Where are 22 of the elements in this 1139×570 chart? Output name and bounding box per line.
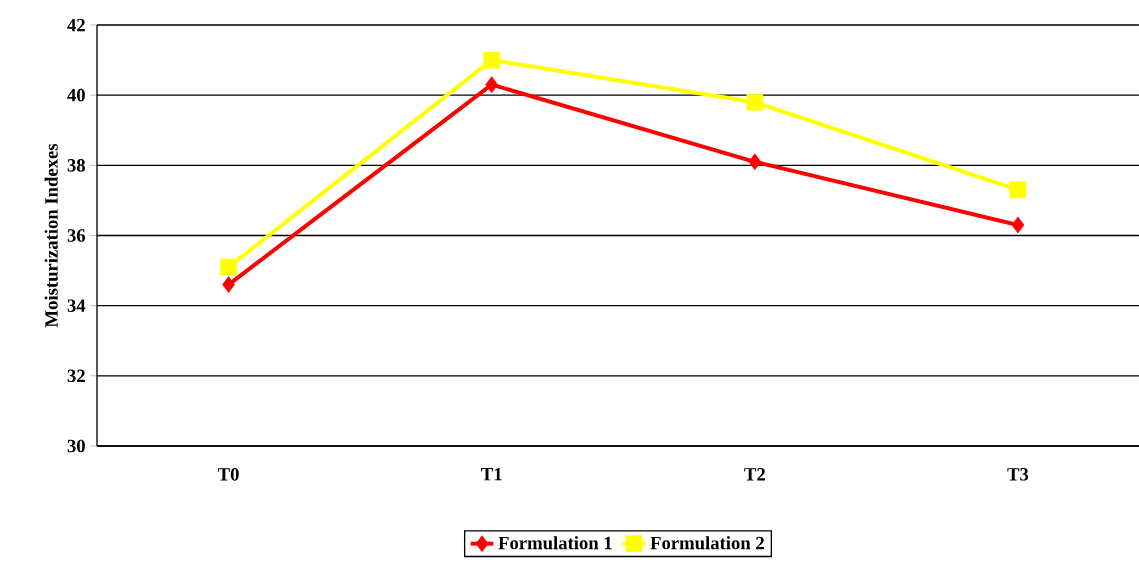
x-tick-label: T0: [217, 468, 239, 481]
y-tick-label: 42: [67, 18, 85, 32]
point: [220, 258, 237, 276]
y-tick-label: 34: [67, 299, 86, 312]
y-axis-title: Moisturization Indexes: [44, 143, 58, 328]
y-tick-label: 30: [67, 439, 85, 453]
y-tick-label: 40: [67, 88, 85, 102]
point: [483, 51, 501, 69]
x-tick-label: T3: [1007, 468, 1029, 481]
legend-label: Formulation 2: [650, 536, 764, 550]
y-tick-label: 32: [67, 369, 85, 383]
point: [746, 93, 764, 111]
x-tick-label: T1: [481, 468, 502, 481]
y-tick-label: 36: [67, 229, 86, 242]
x-tick-label: T2: [744, 468, 765, 481]
point: [1009, 181, 1027, 199]
point: [485, 76, 499, 93]
point: [748, 153, 762, 171]
point: [1011, 216, 1025, 234]
legend-label: Formulation 1: [498, 536, 612, 550]
point: [222, 276, 235, 293]
y-tick-label: 38: [67, 159, 86, 172]
